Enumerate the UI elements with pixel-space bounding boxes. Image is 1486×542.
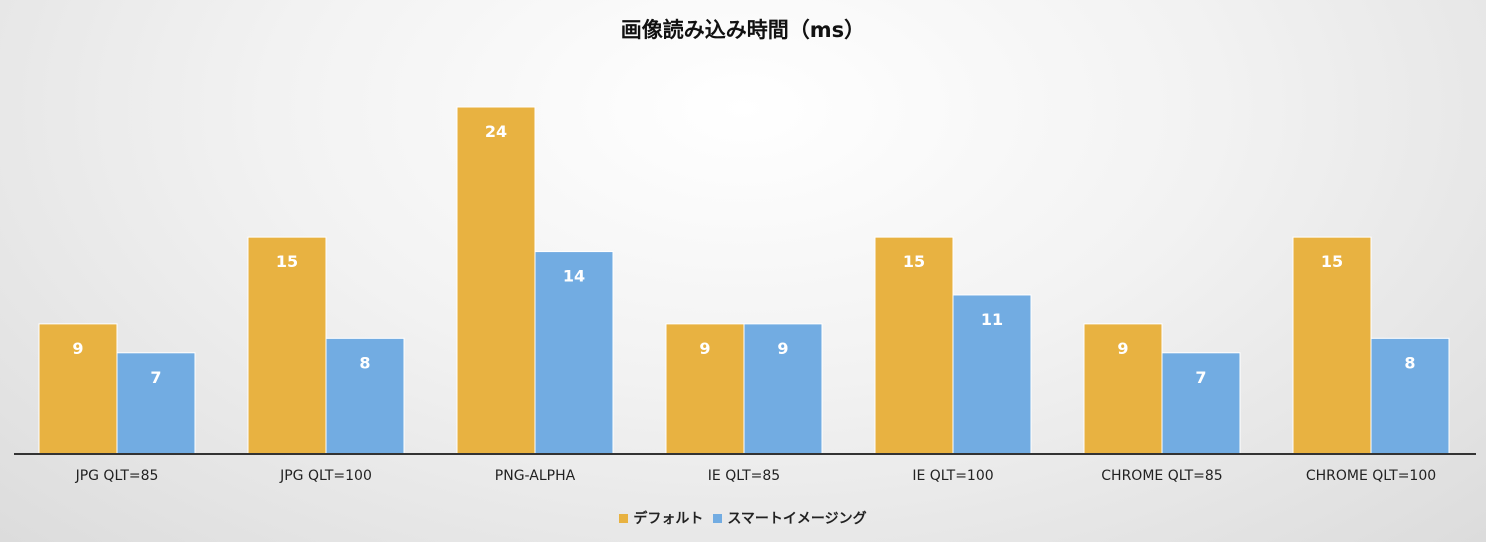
bar-smart-imaging-4 bbox=[952, 294, 1032, 455]
legend-label-default: デフォルト bbox=[633, 511, 704, 527]
data-label-smart-imaging-4: 11 bbox=[981, 310, 1003, 329]
data-label-smart-imaging-2: 14 bbox=[563, 267, 585, 286]
data-label-smart-imaging-0: 7 bbox=[150, 368, 161, 387]
data-label-default-4: 15 bbox=[903, 252, 925, 271]
data-label-smart-imaging-3: 9 bbox=[777, 339, 788, 358]
x-tick-label-2: PNG-ALPHA bbox=[495, 468, 576, 484]
data-label-smart-imaging-5: 7 bbox=[1195, 368, 1206, 387]
data-label-smart-imaging-1: 8 bbox=[359, 353, 370, 372]
x-tick-label-4: IE QLT=100 bbox=[912, 468, 993, 484]
x-tick-label-0: JPG QLT=85 bbox=[75, 468, 159, 484]
x-tick-label-1: JPG QLT=100 bbox=[279, 468, 372, 484]
x-tick-label-5: CHROME QLT=85 bbox=[1101, 468, 1222, 484]
legend: デフォルト スマートイメージング bbox=[0, 508, 1486, 528]
chart-title: 画像読み込み時間（ms） bbox=[620, 18, 866, 42]
bar-smart-imaging-6 bbox=[1370, 337, 1450, 455]
bar-default-0 bbox=[38, 323, 118, 455]
data-label-smart-imaging-6: 8 bbox=[1404, 353, 1415, 372]
data-label-default-5: 9 bbox=[1117, 339, 1128, 358]
bar-smart-imaging-1 bbox=[325, 337, 405, 455]
legend-item-smart-imaging: スマートイメージング bbox=[713, 508, 867, 528]
data-label-default-0: 9 bbox=[72, 339, 83, 358]
bar-default-2 bbox=[456, 106, 536, 455]
data-label-default-3: 9 bbox=[699, 339, 710, 358]
legend-swatch-smart-imaging bbox=[713, 513, 723, 523]
x-tick-label-3: IE QLT=85 bbox=[708, 468, 780, 484]
bar-smart-imaging-0 bbox=[116, 352, 196, 455]
bar-default-1 bbox=[247, 236, 327, 455]
bar-smart-imaging-3 bbox=[743, 323, 823, 455]
legend-item-default: デフォルト bbox=[619, 508, 703, 528]
legend-label-smart-imaging: スマートイメージング bbox=[727, 511, 867, 527]
data-label-default-1: 15 bbox=[276, 252, 298, 271]
bar-default-4 bbox=[874, 236, 954, 455]
data-label-default-6: 15 bbox=[1321, 252, 1343, 271]
data-label-default-2: 24 bbox=[485, 122, 507, 141]
legend-swatch-default bbox=[619, 513, 629, 523]
bar-default-5 bbox=[1083, 323, 1163, 455]
bar-default-6 bbox=[1292, 236, 1372, 455]
x-tick-label-6: CHROME QLT=100 bbox=[1306, 468, 1436, 484]
